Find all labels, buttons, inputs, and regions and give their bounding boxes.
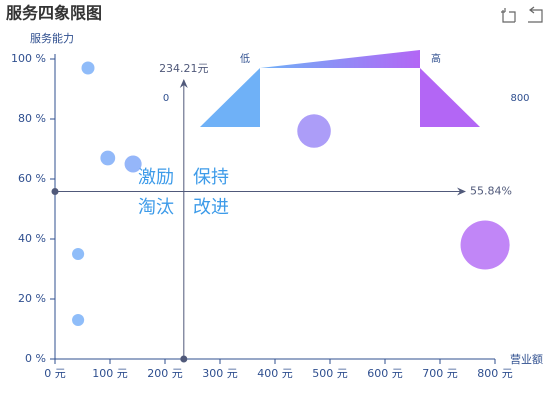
quadrant-label: 激励 — [138, 167, 174, 188]
y-axis-title: 服务能力 — [30, 31, 74, 45]
x-tick-label: 400 元 — [257, 367, 293, 380]
mark-line-x-start — [180, 355, 188, 363]
chart-title: 服务四象限图 — [6, 4, 102, 23]
visual-map-band — [260, 50, 420, 68]
point — [81, 61, 95, 75]
x-tick-label: 200 元 — [147, 367, 183, 380]
point — [72, 313, 85, 327]
x-tick-label: 700 元 — [422, 367, 458, 380]
x-tick-label: 0 元 — [44, 367, 66, 380]
point — [100, 150, 116, 166]
mark-line-y-label: 55.84% — [470, 184, 512, 197]
quadrant-label: 保持 — [193, 167, 229, 188]
visual-map-low — [200, 68, 260, 127]
quadrant-label: 淘汰 — [138, 197, 174, 218]
visual-map-high — [420, 68, 480, 127]
x-tick-label: 100 元 — [92, 367, 128, 380]
x-tick-label: 800 元 — [477, 367, 513, 380]
point — [460, 220, 510, 270]
y-tick-label: 0 % — [25, 352, 46, 365]
mark-line-y-start — [51, 187, 59, 195]
y-tick-label: 40 % — [18, 232, 46, 245]
y-tick-label: 80 % — [18, 112, 46, 125]
quadrant-label: 改进 — [193, 197, 229, 218]
x-tick-label: 300 元 — [202, 367, 238, 380]
mark-line-x-label: 234.21元 — [159, 62, 209, 75]
point — [72, 247, 85, 261]
y-tick-label: 20 % — [18, 292, 46, 305]
visual-map-high-label: 高 — [431, 52, 441, 65]
visual-map-max: 800 — [510, 93, 529, 104]
x-tick-label: 600 元 — [367, 367, 403, 380]
visual-map-low-label: 低 — [240, 52, 250, 65]
y-tick-label: 100 % — [11, 52, 46, 65]
visual-map-min: 0 — [163, 93, 169, 104]
x-tick-label: 500 元 — [312, 367, 348, 380]
point — [297, 114, 331, 148]
toolbox[interactable] — [501, 6, 543, 23]
x-axis-title: 营业额 — [510, 352, 543, 366]
y-tick-label: 60 % — [18, 172, 46, 185]
point — [124, 155, 142, 173]
